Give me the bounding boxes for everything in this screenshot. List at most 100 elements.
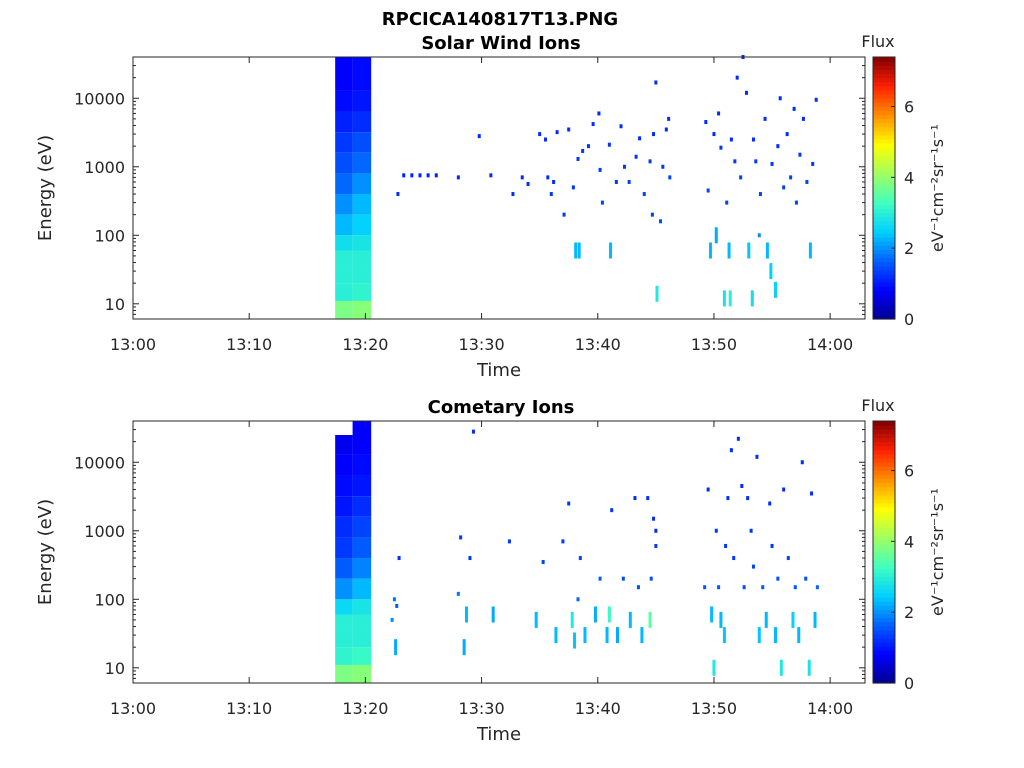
colorbar-segment xyxy=(873,425,895,430)
colorbar-segment xyxy=(873,290,895,296)
flux-point xyxy=(593,606,597,623)
flux-point xyxy=(567,127,571,132)
y-tick-label: 10000 xyxy=(74,453,125,472)
flux-point xyxy=(628,611,632,628)
colorbar-segment xyxy=(873,572,895,578)
flux-point xyxy=(652,132,656,137)
flux-point xyxy=(614,179,618,184)
flux-point xyxy=(538,132,542,137)
colorbar-segment xyxy=(873,474,895,479)
flux-point xyxy=(646,496,650,501)
flux-point xyxy=(578,556,582,561)
spectrum-cell xyxy=(335,454,353,476)
spectrum-cell xyxy=(352,250,372,267)
colorbar-tick-label: 0 xyxy=(904,674,914,693)
spectrum-cell xyxy=(352,214,372,236)
colorbar-segment xyxy=(873,658,895,664)
flux-point xyxy=(814,97,818,102)
flux-point xyxy=(706,188,710,193)
flux-point xyxy=(719,611,723,628)
spectrum-cell xyxy=(352,235,372,251)
spectrum-cell xyxy=(335,599,353,615)
x-tick-label: 13:00 xyxy=(110,699,156,718)
colorbar-segment xyxy=(873,478,895,484)
flux-point xyxy=(598,576,602,581)
flux-point xyxy=(747,242,751,259)
colorbar-tick-label: 2 xyxy=(904,603,914,622)
flux-point xyxy=(764,611,768,628)
colorbar-tick-label: 4 xyxy=(904,168,914,187)
colorbar-segment xyxy=(873,204,895,210)
flux-point xyxy=(751,137,755,142)
flux-point xyxy=(654,80,658,85)
flux-point xyxy=(776,576,780,581)
spectrum-cell xyxy=(335,434,353,455)
colorbar-segment xyxy=(873,445,895,451)
colorbar-segment xyxy=(873,637,895,643)
colorbar-segment xyxy=(873,642,895,647)
spectrum-cell xyxy=(352,599,372,615)
colorbar-segment xyxy=(873,61,895,66)
flux-point xyxy=(800,460,804,465)
flux-point xyxy=(769,263,773,280)
spectrum-cell xyxy=(352,578,372,600)
flux-point xyxy=(591,122,595,127)
flux-point xyxy=(622,164,626,169)
colorbar-segment xyxy=(873,57,895,62)
colorbar-segment xyxy=(873,621,895,627)
spectrum-cell xyxy=(352,152,372,174)
spectrum-cell xyxy=(335,664,353,683)
colorbar-segment xyxy=(873,147,895,152)
x-tick-label: 13:20 xyxy=(342,335,388,354)
colorbar-segment xyxy=(873,97,895,103)
colorbar-segment xyxy=(873,130,895,136)
flux-point xyxy=(456,175,460,180)
flux-point xyxy=(640,627,644,644)
spectrum-cell xyxy=(352,111,372,133)
colorbar-segment xyxy=(873,592,895,598)
spectrum-cell xyxy=(335,173,353,195)
colorbar-segment xyxy=(873,457,895,463)
x-tick-label: 14:00 xyxy=(807,335,853,354)
spectrum-cell xyxy=(352,630,372,648)
flux-point xyxy=(797,627,801,644)
colorbar-segment xyxy=(873,527,895,533)
colorbar-segment xyxy=(873,142,895,148)
x-axis-label: Time xyxy=(476,724,521,745)
y-axis-label: Energy (eV) xyxy=(35,135,56,241)
flux-point xyxy=(561,539,565,544)
figure-title: RPCICA140817T13.PNG xyxy=(382,9,618,30)
colorbar-segment xyxy=(873,175,895,181)
x-tick-label: 13:50 xyxy=(691,335,737,354)
x-tick-label: 13:50 xyxy=(691,699,737,718)
flux-point xyxy=(710,606,714,623)
flux-point xyxy=(724,543,728,548)
colorbar-segment xyxy=(873,310,895,316)
colorbar-tick-label: 0 xyxy=(904,310,914,329)
colorbar-segment xyxy=(873,237,895,242)
flux-point xyxy=(636,585,640,590)
colorbar-segment xyxy=(873,543,895,549)
flux-point xyxy=(726,496,730,501)
flux-point xyxy=(782,185,786,190)
colorbar-segment xyxy=(873,429,895,434)
colorbar-segment xyxy=(873,613,895,619)
flux-point xyxy=(668,175,672,180)
colorbar-segment xyxy=(873,523,895,529)
y-tick-label: 10000 xyxy=(74,89,125,108)
flux-point xyxy=(576,597,580,602)
flux-point xyxy=(426,173,430,178)
spectrum-cell xyxy=(335,300,353,319)
colorbar-segment xyxy=(873,506,895,512)
flux-point xyxy=(549,192,553,197)
flux-point xyxy=(712,132,716,137)
colorbar-segment xyxy=(873,155,895,160)
colorbar-segment xyxy=(873,179,895,185)
flux-point xyxy=(570,611,574,628)
colorbar-segment xyxy=(873,183,895,189)
plot-frame xyxy=(132,56,866,320)
colorbar-segment xyxy=(873,654,895,660)
flux-point xyxy=(574,242,578,259)
colorbar-segment xyxy=(873,188,895,193)
colorbar-segment xyxy=(873,261,895,267)
